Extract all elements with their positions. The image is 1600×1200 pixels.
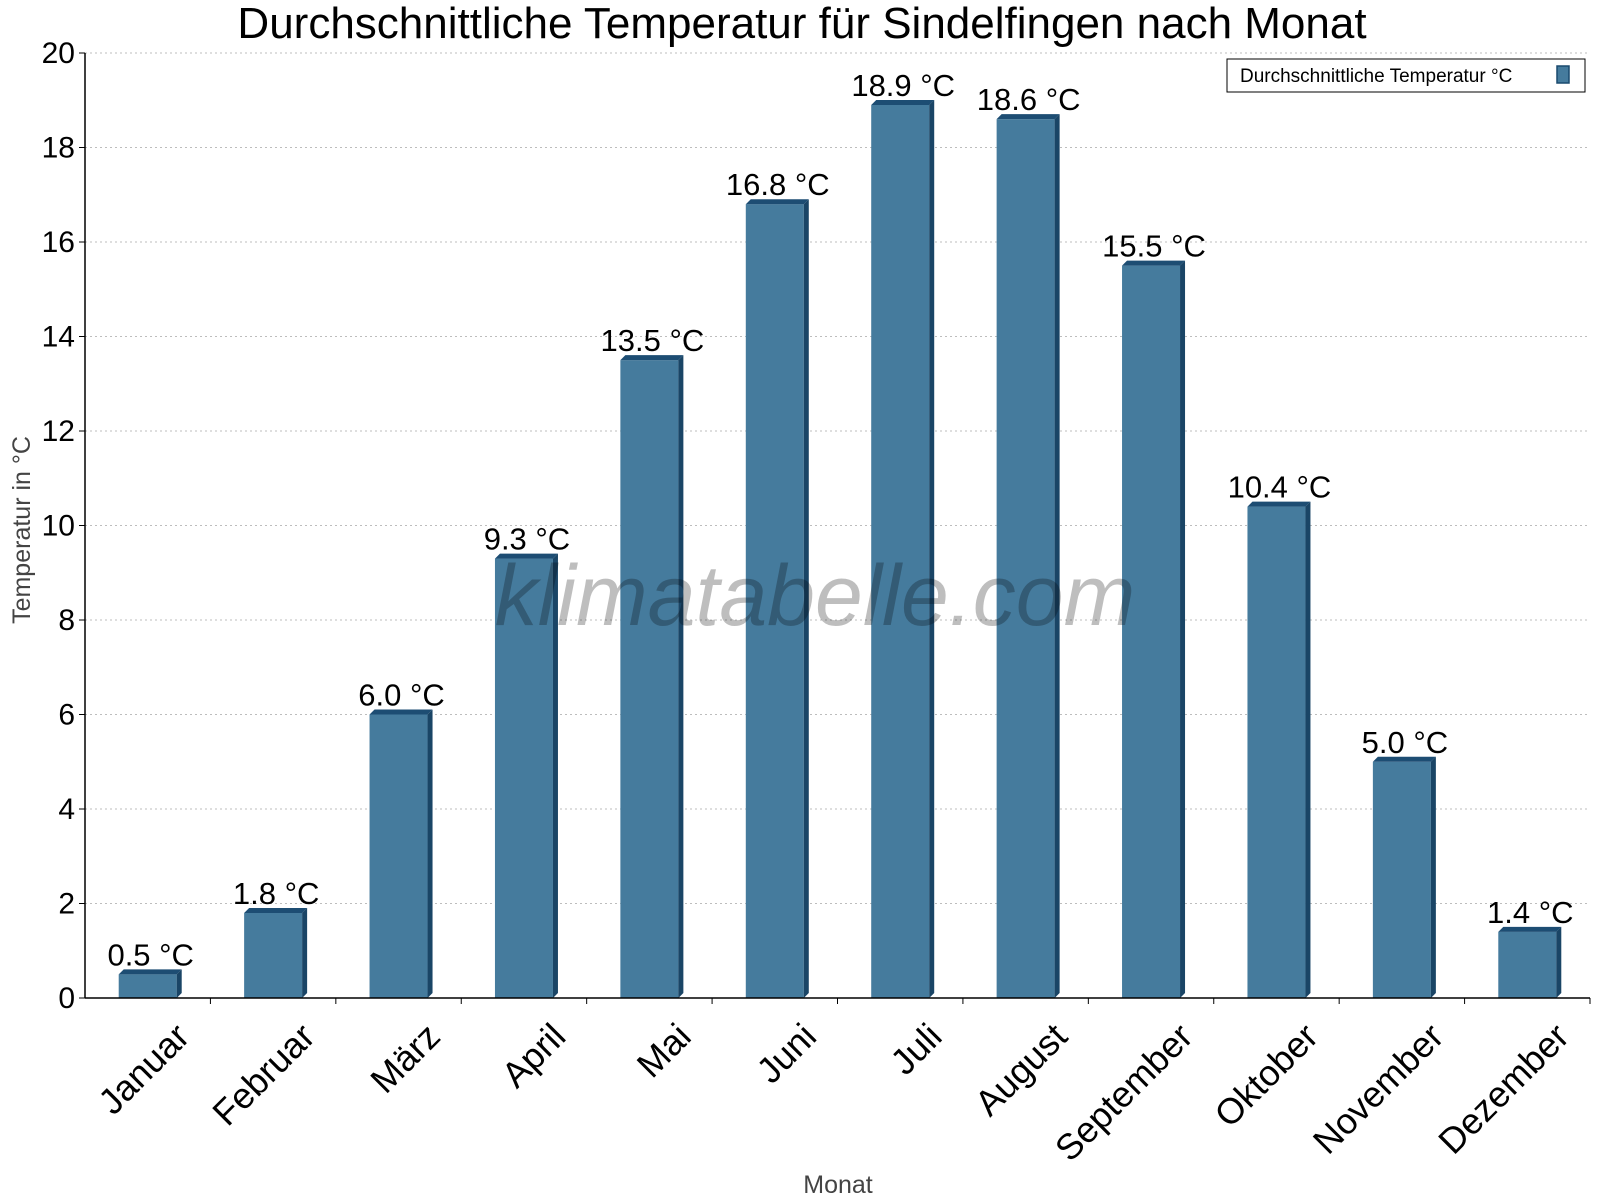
y-tick-label: 12 <box>42 415 75 448</box>
data-label: 1.4 °C <box>1487 895 1574 930</box>
legend-box <box>1226 58 1586 93</box>
y-tick-label: 18 <box>42 132 75 165</box>
bar-top <box>620 355 684 361</box>
bar-5 <box>620 355 684 998</box>
y-tick-label: 14 <box>42 321 75 354</box>
bar-face <box>1122 265 1181 998</box>
bar-side <box>803 199 809 998</box>
bar-3 <box>369 709 433 998</box>
bar-top <box>244 907 308 913</box>
y-tick-label: 0 <box>58 982 75 1015</box>
bar-top <box>745 199 809 205</box>
y-axis-ticks: 0 2 4 6 8 10 12 14 16 18 20 <box>42 37 85 1015</box>
bar-face <box>871 104 930 999</box>
data-label: 9.3 °C <box>484 522 571 557</box>
data-label: 1.8 °C <box>233 876 320 911</box>
x-tick-label: Dezember <box>1430 1015 1576 1161</box>
bar-face <box>996 119 1055 998</box>
data-label: 6.0 °C <box>358 678 445 713</box>
x-tick-label: Mai <box>629 1015 699 1085</box>
bar-top <box>996 114 1060 120</box>
bar-9 <box>1122 260 1186 998</box>
grid-lines <box>85 52 1590 904</box>
data-label: 18.9 °C <box>851 68 955 103</box>
data-label: 16.8 °C <box>726 167 830 202</box>
y-tick-label: 4 <box>58 793 75 826</box>
y-tick-label: 20 <box>42 37 75 70</box>
bar-11 <box>1372 756 1436 998</box>
bar-top <box>1498 926 1562 932</box>
data-label: 0.5 °C <box>107 937 194 972</box>
bar-side <box>1305 501 1311 998</box>
bar-face <box>1247 506 1306 998</box>
legend-label: Durchschnittliche Temperatur °C <box>1240 66 1512 87</box>
bar-7 <box>871 99 935 999</box>
bar-top <box>1247 501 1311 507</box>
x-axis-ticks: Januar Februar März April Mai Juni Juli AugustS… <box>90 998 1591 1169</box>
y-axis-label: Temperatur in °C <box>8 436 36 624</box>
x-tick-label: Juli <box>882 1015 949 1082</box>
chart-title: Durchschnittliche Temperatur für Sindelf… <box>237 0 1366 48</box>
data-label: 15.5 °C <box>1102 229 1206 264</box>
bar-top <box>1122 260 1186 266</box>
bar-side <box>427 709 433 998</box>
x-tick-label: Januar <box>90 1015 197 1122</box>
x-tick-label: Februar <box>204 1015 322 1133</box>
x-tick-label: Oktober <box>1206 1015 1326 1135</box>
bar-face <box>494 558 553 998</box>
data-label: 10.4 °C <box>1228 470 1332 505</box>
bar-face <box>620 360 679 998</box>
x-tick-label: August <box>967 1015 1075 1123</box>
bar-face <box>244 912 303 998</box>
data-label: 5.0 °C <box>1362 725 1449 760</box>
bar-side <box>1054 114 1060 998</box>
bar-face <box>369 714 428 998</box>
bar-face <box>745 204 804 998</box>
bar-side <box>1430 756 1436 998</box>
y-tick-label: 2 <box>58 888 75 921</box>
y-tick-label: 8 <box>58 604 75 637</box>
bar-face <box>118 974 177 998</box>
bar-side <box>929 99 935 999</box>
bar-top <box>494 553 558 559</box>
bar-side <box>678 355 684 998</box>
bar-6 <box>745 199 809 998</box>
legend-swatch <box>1556 65 1570 84</box>
bar-top <box>1372 756 1436 762</box>
data-label: 13.5 °C <box>601 323 705 358</box>
bar-side <box>176 969 182 998</box>
bar-8 <box>996 114 1060 998</box>
bar-10 <box>1247 501 1311 998</box>
bars <box>118 99 1562 999</box>
data-labels: 0.5 °C 1.8 °C 6.0 °C 9.3 °C 13.5 °C 16.8 °C 18… <box>107 68 1573 972</box>
bar-side <box>1556 926 1562 998</box>
bar-face <box>1498 931 1557 998</box>
x-axis-label: Monat <box>803 1171 873 1199</box>
bar-side <box>302 907 308 998</box>
x-tick-label: März <box>362 1015 448 1101</box>
bar-top <box>369 709 433 715</box>
bar-side <box>1180 260 1186 998</box>
legend: Durchschnittliche Temperatur °C <box>1226 58 1586 93</box>
bar-top <box>871 99 935 105</box>
bar-1 <box>118 969 182 998</box>
x-tick-label: November <box>1305 1015 1451 1161</box>
bar-face <box>1372 761 1431 998</box>
bar-side <box>552 553 558 998</box>
y-tick-label: 6 <box>58 699 75 732</box>
watermark: klimatabelle.com <box>495 548 1135 644</box>
y-tick-label: 10 <box>42 510 75 543</box>
y-tick-label: 16 <box>42 226 75 259</box>
x-tick-label: Juni <box>748 1015 824 1091</box>
bar-top <box>118 969 182 975</box>
x-tick-label: April <box>493 1015 573 1095</box>
bar-12 <box>1498 926 1562 998</box>
x-tick-label: September <box>1047 1015 1201 1169</box>
bar-2 <box>244 907 308 998</box>
data-label: 18.6 °C <box>977 82 1081 117</box>
bar-4 <box>494 553 558 998</box>
